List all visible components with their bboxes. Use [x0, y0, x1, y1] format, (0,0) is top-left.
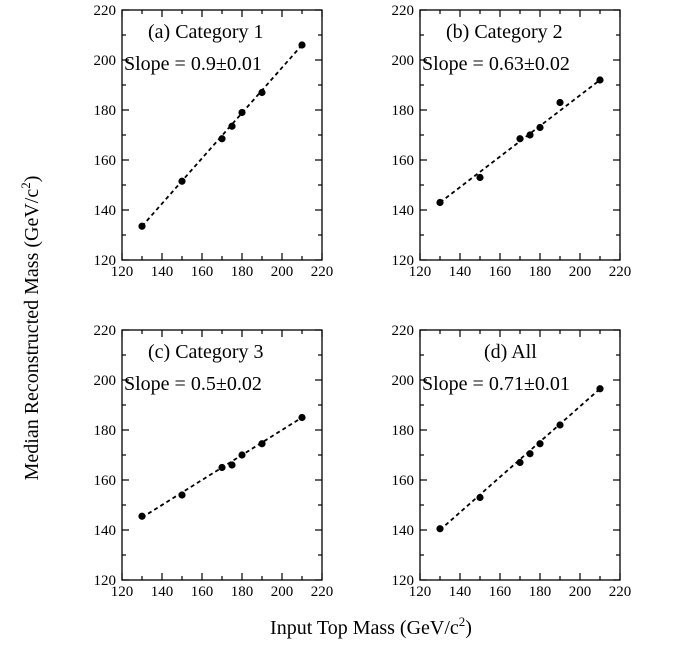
- y-tick-label: 160: [392, 153, 415, 169]
- y-tick-label: 180: [392, 103, 415, 119]
- data-point: [516, 458, 524, 467]
- data-point: [258, 440, 266, 448]
- y-tick-label: 140: [94, 203, 117, 219]
- data-point: [258, 88, 266, 97]
- data-point: [228, 122, 236, 130]
- panel-c-frame: [121, 329, 323, 581]
- x-tick-label: 220: [311, 264, 334, 280]
- y-tick-label: 200: [94, 53, 117, 69]
- x-tick-label: 200: [271, 264, 294, 280]
- panel-title: (b) Category 2: [446, 21, 563, 43]
- slope-annotation: Slope = 0.71±0.01: [422, 373, 570, 395]
- y-tick-label: 200: [94, 373, 117, 389]
- data-point: [138, 222, 146, 230]
- data-point: [596, 385, 604, 393]
- data-point: [436, 525, 444, 533]
- data-point: [436, 198, 444, 207]
- x-tick-label: 140: [449, 264, 472, 280]
- y-tick-label: 160: [94, 153, 117, 169]
- y-tick-label: 220: [94, 3, 117, 19]
- y-tick-label: 140: [392, 523, 415, 539]
- data-point: [138, 512, 146, 520]
- y-tick-label: 180: [94, 103, 117, 119]
- x-tick-label: 220: [609, 264, 632, 280]
- data-point: [556, 98, 564, 107]
- panel-d: 120 140 160 180 200 220 120 140 160 180 200 220 (d) …: [392, 323, 632, 600]
- y-tick-label: 220: [94, 323, 117, 339]
- fit-line: [439, 79, 601, 204]
- x-tick-label: 120: [111, 584, 134, 600]
- slope-annotation: Slope = 0.63±0.02: [422, 53, 570, 75]
- panel-title: (d) All: [484, 341, 537, 363]
- y-tick-label: 160: [94, 473, 117, 489]
- data-point: [536, 123, 544, 132]
- y-tick-label: 180: [392, 423, 415, 439]
- y-tick-label: 120: [392, 253, 415, 269]
- data-point: [178, 491, 186, 499]
- panel-d-frame: [419, 329, 621, 581]
- x-tick-label: 120: [409, 264, 432, 280]
- data-point: [596, 76, 604, 84]
- data-point: [298, 413, 306, 422]
- y-tick-label: 120: [94, 253, 117, 269]
- x-tick-label: 140: [449, 584, 472, 600]
- y-axis-title: Median Reconstructed Mass (GeV/c2): [18, 176, 43, 481]
- y-tick-label: 220: [392, 3, 415, 19]
- x-tick-label: 160: [191, 264, 214, 280]
- data-point: [228, 461, 236, 469]
- panel-c: 120 140 160 180 200 220 120 140 160 180 200 220 (c) …: [94, 323, 334, 600]
- panel-b-frame: [419, 9, 621, 261]
- y-tick-label: 120: [94, 573, 117, 589]
- x-tick-label: 160: [191, 584, 214, 600]
- x-tick-label: 180: [529, 584, 552, 600]
- x-tick-label: 180: [231, 264, 254, 280]
- x-tick-label: 160: [489, 264, 512, 280]
- data-point: [218, 135, 226, 143]
- slope-annotation: Slope = 0.9±0.01: [124, 53, 262, 75]
- data-point: [238, 451, 246, 459]
- data-point: [556, 421, 564, 429]
- data-point: [178, 177, 186, 185]
- panels: 120 140 160 180 200 220 120 140 160 180 200 220 (a) …: [94, 3, 632, 600]
- panel-b: 120 140 160 180 200 220 120 140 160 180 200 220 (b) …: [392, 3, 632, 280]
- panel-a: 120 140 160 180 200 220 120 140 160 180 200 220 (a) …: [94, 3, 334, 280]
- data-point: [298, 41, 306, 49]
- data-point: [516, 135, 524, 143]
- x-tick-label: 160: [489, 584, 512, 600]
- data-point: [526, 131, 534, 139]
- panel-a-frame: [121, 9, 323, 261]
- panel-title: (a) Category 1: [148, 21, 264, 43]
- x-tick-label: 120: [409, 584, 432, 600]
- slope-annotation: Slope = 0.5±0.02: [124, 373, 262, 395]
- data-point: [526, 450, 534, 458]
- y-tick-label: 140: [94, 523, 117, 539]
- x-tick-label: 120: [111, 264, 134, 280]
- x-tick-label: 180: [231, 584, 254, 600]
- x-tick-label: 200: [271, 584, 294, 600]
- data-point: [476, 173, 484, 182]
- x-tick-label: 140: [151, 584, 174, 600]
- y-tick-label: 200: [392, 373, 415, 389]
- data-point: [238, 108, 246, 117]
- x-tick-label: 200: [569, 264, 592, 280]
- data-point: [218, 463, 226, 472]
- y-tick-label: 160: [392, 473, 415, 489]
- x-tick-label: 220: [311, 584, 334, 600]
- y-tick-label: 200: [392, 53, 415, 69]
- x-tick-label: 140: [151, 264, 174, 280]
- y-tick-label: 220: [392, 323, 415, 339]
- y-tick-label: 180: [94, 423, 117, 439]
- panel-title: (c) Category 3: [148, 341, 264, 363]
- x-tick-label: 200: [569, 584, 592, 600]
- x-axis-title: Input Top Mass (GeV/c2): [270, 614, 472, 639]
- x-tick-label: 180: [529, 264, 552, 280]
- y-tick-label: 140: [392, 203, 415, 219]
- data-point: [476, 493, 484, 502]
- x-tick-label: 220: [609, 584, 632, 600]
- y-tick-label: 120: [392, 573, 415, 589]
- data-point: [536, 440, 544, 448]
